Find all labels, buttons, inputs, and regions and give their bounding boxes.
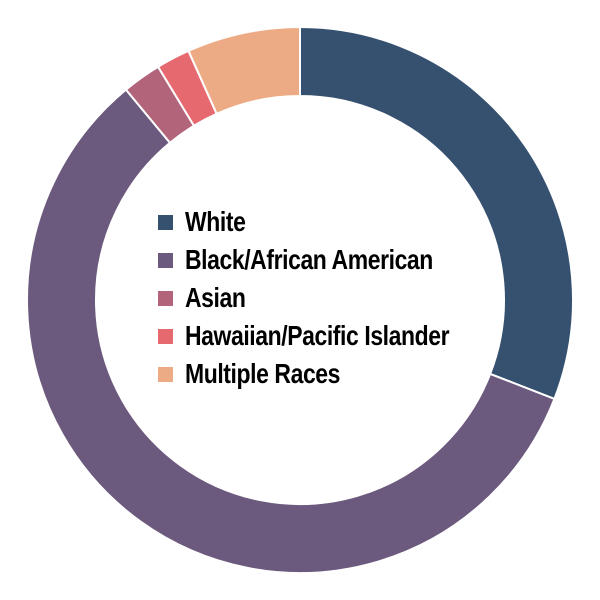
legend-swatch — [158, 252, 173, 268]
legend-item: Asian — [158, 279, 507, 317]
legend-item: White — [158, 203, 507, 241]
legend-swatch — [158, 214, 173, 230]
legend-label: Hawaiian/Pacific Islander — [185, 320, 450, 351]
legend-swatch — [158, 328, 173, 344]
donut-slice-white — [299, 25, 574, 401]
legend-item: Black/African American — [158, 241, 507, 279]
legend-item: Multiple Races — [158, 355, 507, 393]
legend-label: Multiple Races — [185, 358, 341, 389]
legend-swatch — [158, 366, 173, 382]
legend-label: Black/African American — [185, 244, 433, 275]
legend-label: Asian — [185, 282, 246, 313]
donut-slice-black-african-american — [26, 88, 556, 574]
legend-label: White — [185, 206, 246, 237]
legend-item: Hawaiian/Pacific Islander — [158, 317, 507, 355]
chart-legend: White Black/African American Asian Hawaiian… — [158, 203, 507, 393]
donut-slice-multiple-races — [187, 25, 301, 116]
legend-swatch — [158, 290, 173, 306]
